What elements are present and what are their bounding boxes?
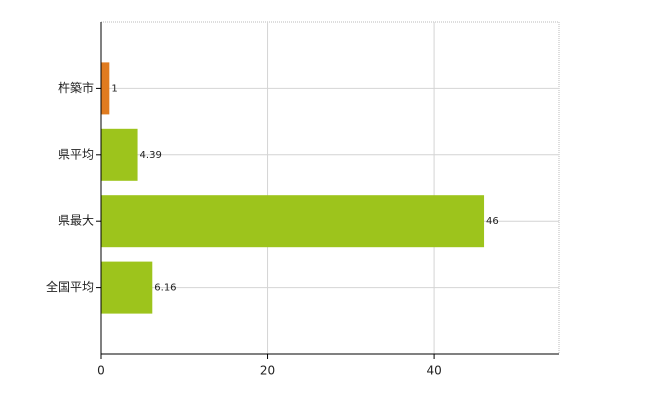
bar [101, 62, 110, 115]
y-tick-label: 県最大 [58, 214, 94, 228]
x-tick-label: 20 [260, 364, 275, 378]
y-tick-label: 県平均 [58, 147, 94, 161]
value-label: 6.16 [154, 283, 176, 294]
bar [101, 195, 485, 248]
value-label: 4.39 [140, 150, 162, 161]
value-label: 1 [111, 83, 117, 94]
bar [101, 261, 153, 314]
y-tick-label: 全国平均 [46, 279, 94, 294]
x-tick-label: 40 [426, 364, 441, 378]
y-tick-label: 杵築市 [58, 80, 94, 95]
value-label: 46 [486, 216, 499, 227]
bar [101, 128, 138, 181]
x-tick-label: 0 [97, 364, 105, 378]
